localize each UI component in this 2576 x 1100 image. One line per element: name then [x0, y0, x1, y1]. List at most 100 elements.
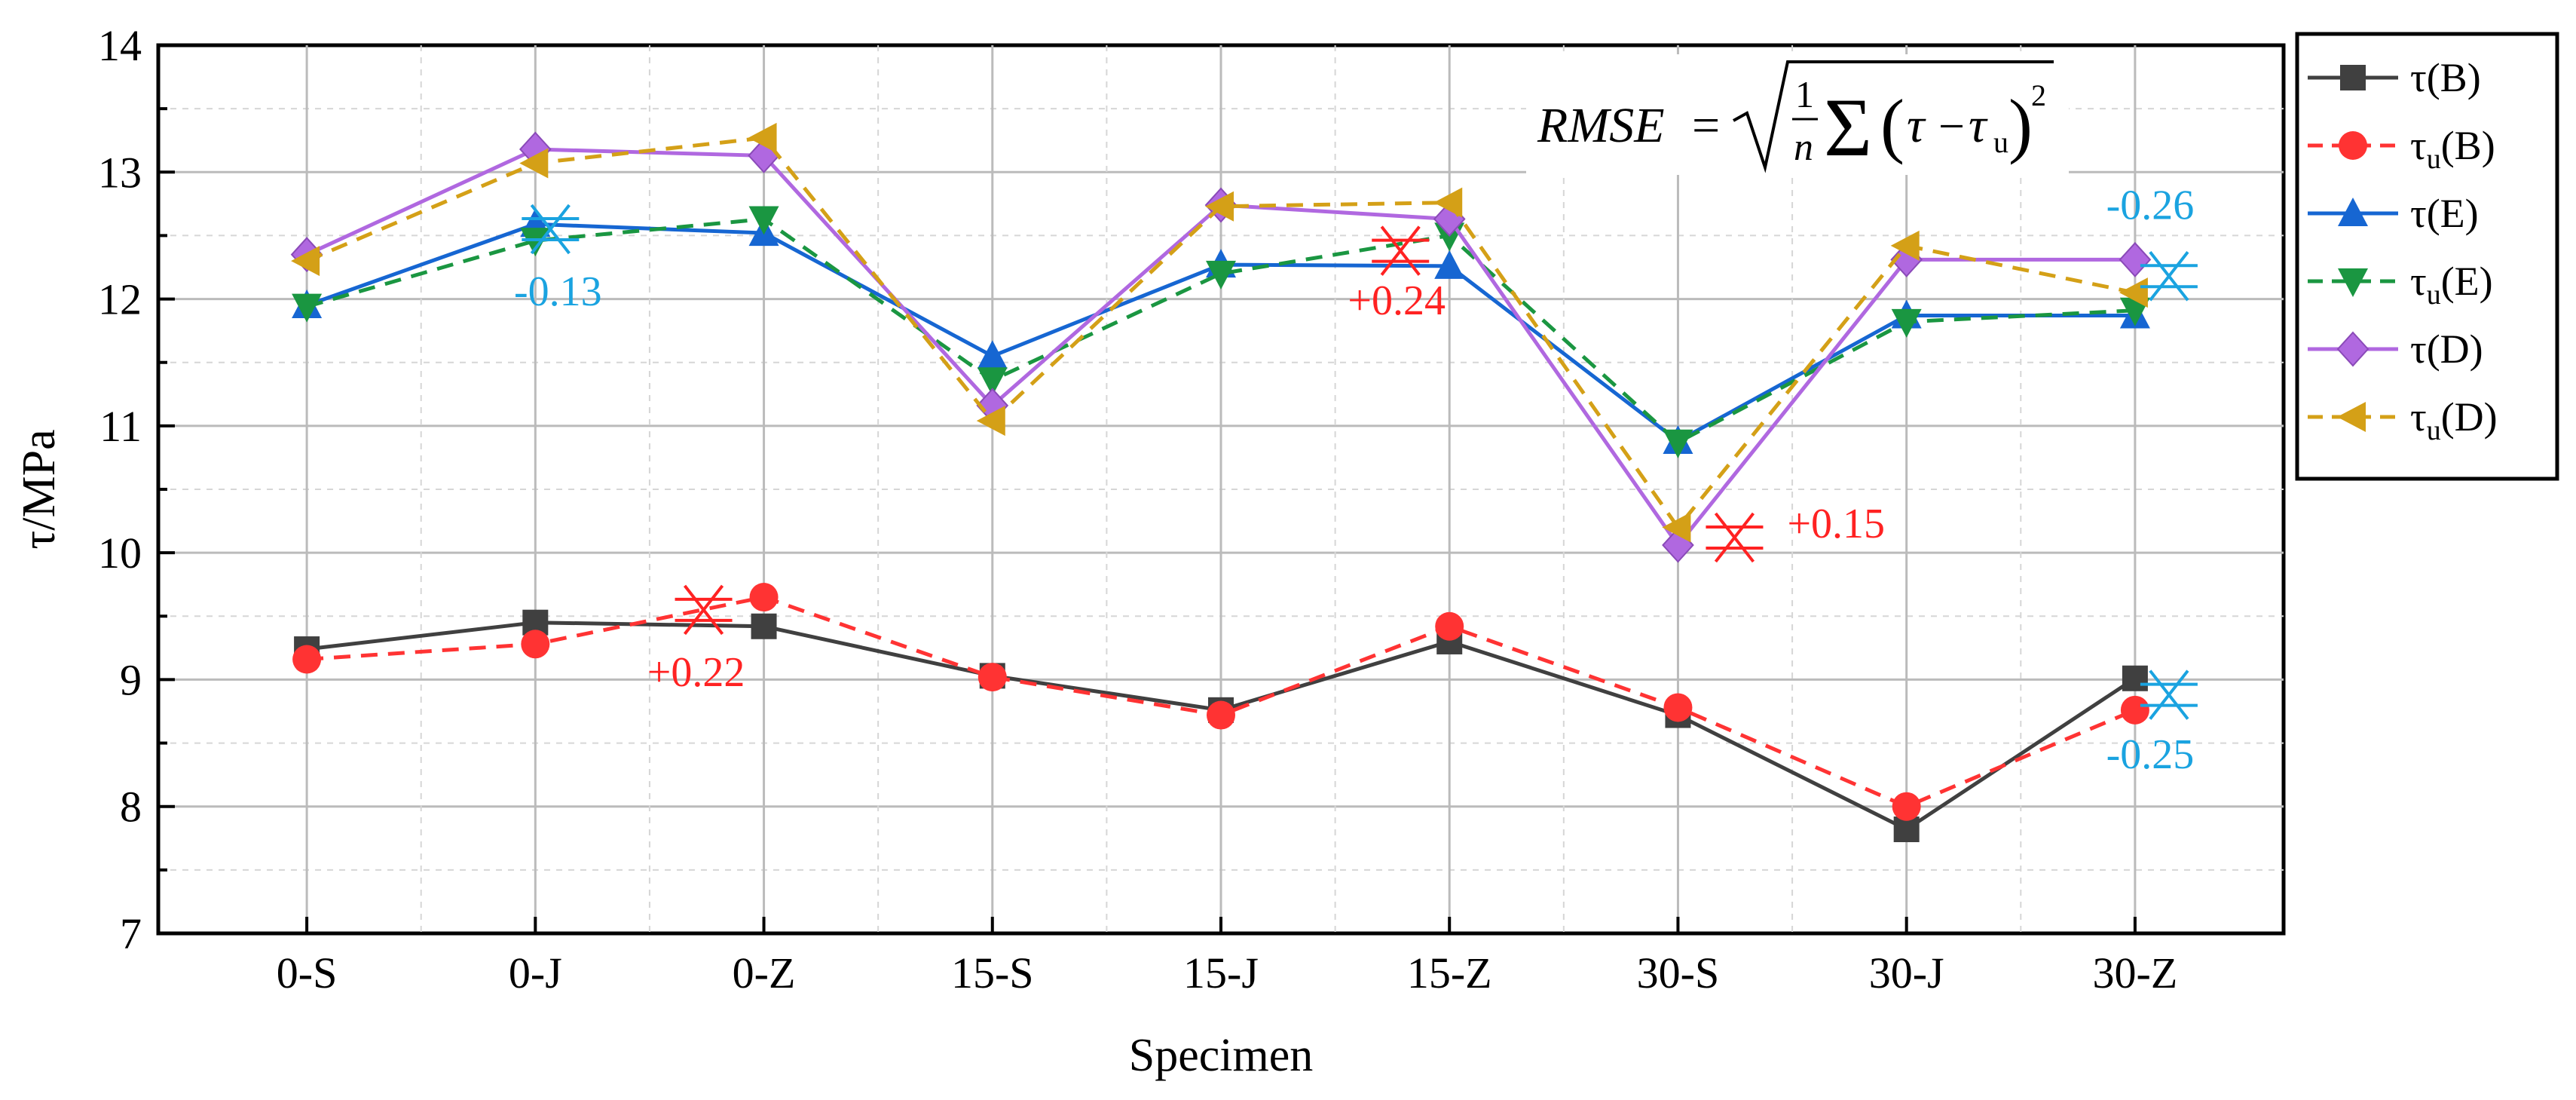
x-tick-label: 15-S: [951, 948, 1034, 997]
data-point: [2119, 241, 2152, 277]
y-tick-label: 10: [98, 529, 142, 578]
x-tick-label: 15-J: [1183, 948, 1259, 997]
deviation-marker: [522, 204, 580, 255]
data-point: [2338, 268, 2368, 297]
deviation-label: -0.26: [2106, 182, 2195, 229]
data-point: [977, 367, 1008, 397]
formula-tau: τ: [1907, 98, 1926, 153]
formula-rparen: ): [2008, 84, 2033, 165]
annotation-layer: -0.13 +0.22 +0.24 +0.15 -0.26 -0.25: [514, 182, 2198, 778]
y-tick-label: 12: [98, 275, 142, 324]
data-point: [1663, 693, 1693, 722]
legend-item: τu(B): [2308, 123, 2495, 175]
legend-label: τu(B): [2410, 123, 2495, 175]
y-tick-label: 14: [98, 21, 142, 70]
formula-lparen: (: [1880, 84, 1904, 165]
data-point: [1890, 230, 1920, 261]
data-point: [1207, 700, 1235, 730]
deviation-label: -0.25: [2106, 731, 2195, 778]
formula-square: 2: [2031, 78, 2046, 112]
formula-minus: −: [1938, 101, 1965, 152]
x-tick-label: 30-S: [1637, 948, 1720, 997]
series-line: [306, 216, 2136, 445]
formula-tau-u: τ: [1969, 98, 1988, 153]
x-tick-label: 0-Z: [733, 948, 796, 997]
legend-label: τ(B): [2410, 55, 2481, 100]
data-point: [1206, 260, 1236, 290]
data-point: [2119, 277, 2148, 308]
deviation-label: +0.24: [1348, 277, 1446, 324]
data-point: [292, 293, 323, 323]
data-point: [519, 148, 549, 179]
x-tick-label: 0-J: [509, 948, 562, 997]
legend: τ(B) τu(B) τ(E) τu(E) τ(D) τu(D): [2295, 32, 2559, 481]
y-tick-label: 7: [120, 909, 142, 958]
data-point: [1435, 611, 1464, 641]
x-tick-label: 0-S: [277, 948, 338, 997]
data-point: [1433, 187, 1463, 218]
y-tick-label: 9: [120, 655, 142, 704]
formula-equals: =: [1692, 98, 1720, 153]
y-tick-label: 13: [98, 148, 142, 197]
legend-item: τ(B): [2308, 55, 2481, 100]
deviation-marker: [2140, 251, 2198, 302]
data-point: [1892, 792, 1921, 821]
formula-n: n: [1794, 126, 1813, 169]
x-axis-title: Specimen: [1129, 1030, 1314, 1081]
deviation-marker: [1372, 225, 1430, 276]
data-point: [2120, 695, 2149, 725]
legend-label: τu(D): [2410, 394, 2498, 446]
data-point: [977, 663, 1007, 692]
formula-lhs: RMSE: [1537, 98, 1665, 153]
data-point: [520, 228, 551, 257]
y-tick-label: 8: [120, 783, 142, 832]
data-point: [2122, 665, 2148, 691]
data-point: [292, 645, 322, 674]
x-tick-label: 30-Z: [2093, 948, 2178, 997]
rmse-formula: RMSE =1n Σ(τ − τ u)2: [1526, 54, 2069, 175]
data-point: [2340, 65, 2366, 90]
series-5: [291, 122, 2148, 543]
x-tick-label: 15-Z: [1407, 948, 1492, 997]
deviation-label: -0.13: [514, 268, 602, 315]
data-point: [1662, 512, 1691, 543]
data-point: [2339, 131, 2367, 160]
deviation-marker: [675, 584, 733, 636]
legend-box: [2295, 32, 2559, 481]
data-point: [748, 122, 777, 153]
legend-item: τ(E): [2308, 191, 2479, 236]
formula-sub-u: u: [1993, 125, 2008, 159]
y-tick-label: 11: [99, 402, 142, 451]
data-point: [2338, 198, 2368, 226]
data-point: [976, 406, 1005, 437]
legend-item: τu(E): [2308, 259, 2493, 311]
data-point: [751, 613, 777, 639]
legend-label: τu(E): [2410, 259, 2493, 311]
deviation-marker: [2140, 669, 2198, 720]
x-tick-label: 30-J: [1869, 948, 1944, 997]
formula-one: 1: [1795, 73, 1814, 115]
legend-item: τ(D): [2308, 326, 2483, 372]
deviation-label: +0.22: [647, 649, 745, 696]
deviation-marker: [1706, 512, 1764, 563]
series-1: [292, 583, 2149, 821]
deviation-label: +0.15: [1787, 501, 1885, 547]
formula-background: [1526, 54, 2069, 175]
data-point: [521, 630, 550, 659]
data-point: [749, 583, 779, 612]
legend-item: τu(D): [2308, 394, 2498, 446]
data-point: [1663, 429, 1693, 458]
data-point: [2336, 331, 2369, 367]
legend-label: τ(D): [2410, 326, 2483, 372]
data-point: [1205, 191, 1234, 222]
data-point: [291, 246, 320, 277]
formula-sigma: Σ: [1824, 81, 1872, 173]
data-point: [1891, 308, 1922, 338]
data-point: [977, 340, 1008, 369]
legend-label: τ(E): [2410, 191, 2479, 236]
data-point: [1434, 250, 1465, 279]
data-point: [748, 206, 779, 235]
y-axis-title: τ/MPa: [14, 429, 65, 549]
